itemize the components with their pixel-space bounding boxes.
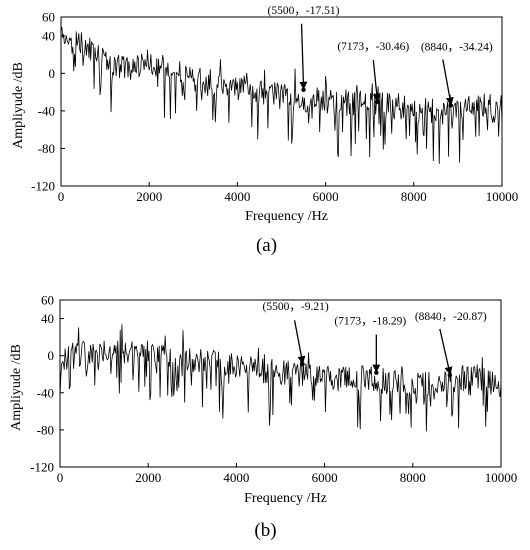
y-tick-label: -120 <box>30 460 54 475</box>
x-tick-label: 4000 <box>224 189 250 204</box>
annotation-marker <box>301 87 306 92</box>
annotation-marker <box>448 103 454 108</box>
annotation-label: (8840，-20.87) <box>415 311 487 323</box>
x-tick-label: 0 <box>58 189 65 204</box>
chart-panel-b: 0 2000 4000 6000 8000 10000 60 40 0 -40 -80 -120 Fre… <box>9 293 517 542</box>
plot-frame <box>60 16 503 187</box>
x-axis-label: Frequency /Hz <box>244 491 327 506</box>
y-tick-label: 0 <box>49 66 56 81</box>
y-tick-label: 40 <box>41 311 54 326</box>
annotation-label: (5500，-17.51) <box>268 5 340 17</box>
panel-label: (a) <box>256 235 277 256</box>
annotation-arrow <box>442 59 454 106</box>
x-tick-label: 8000 <box>400 470 426 485</box>
x-tick-label: 2000 <box>135 470 161 485</box>
annotation-marker <box>300 362 305 367</box>
x-tick-label: 6000 <box>312 470 338 485</box>
y-tick-label: 60 <box>42 10 55 25</box>
annotation-marker <box>375 99 380 105</box>
annotation-label: (7173，-30.46) <box>337 41 409 53</box>
chart-panel-a: 0 2000 4000 6000 8000 10000 60 40 0 -40 -80 -120 Fre… <box>11 5 518 256</box>
signal-trace <box>59 324 502 432</box>
y-tick-label: -80 <box>37 422 54 437</box>
y-tick-label: -80 <box>38 141 55 156</box>
y-tick-label: 60 <box>41 293 54 308</box>
x-tick-label: 10000 <box>486 189 519 204</box>
y-tick-label: -40 <box>37 385 54 400</box>
y-tick-label: -120 <box>31 179 55 194</box>
annotation-label: (8840，-34.24) <box>421 41 493 53</box>
y-axis-label: Ampliyude /dB <box>11 62 26 149</box>
x-tick-label: 8000 <box>401 189 427 204</box>
x-tick-label: 10000 <box>485 470 518 485</box>
annotation-arrow <box>372 59 381 102</box>
y-tick-label: 40 <box>42 28 55 43</box>
plot-frame <box>59 299 502 468</box>
annotation-arrow <box>293 320 306 365</box>
y-tick-label: 0 <box>48 348 55 363</box>
annotation-arrow <box>439 328 453 375</box>
x-tick-label: 6000 <box>313 189 339 204</box>
annotation-arrow <box>299 23 308 90</box>
x-axis-label: Frequency /Hz <box>245 209 328 224</box>
x-tick-label: 0 <box>57 470 64 485</box>
annotation-marker <box>447 372 453 378</box>
y-axis-label: Ampliyude /dB <box>9 344 24 431</box>
signal-trace <box>60 26 503 164</box>
annotation-marker <box>374 370 379 375</box>
x-tick-label: 2000 <box>136 189 162 204</box>
annotation-label: (5500，-9.21) <box>263 301 329 313</box>
annotation-label: (7173，-18.29) <box>334 316 406 328</box>
panel-label: (b) <box>254 520 276 541</box>
x-tick-label: 4000 <box>223 470 249 485</box>
y-tick-label: -40 <box>38 103 55 118</box>
